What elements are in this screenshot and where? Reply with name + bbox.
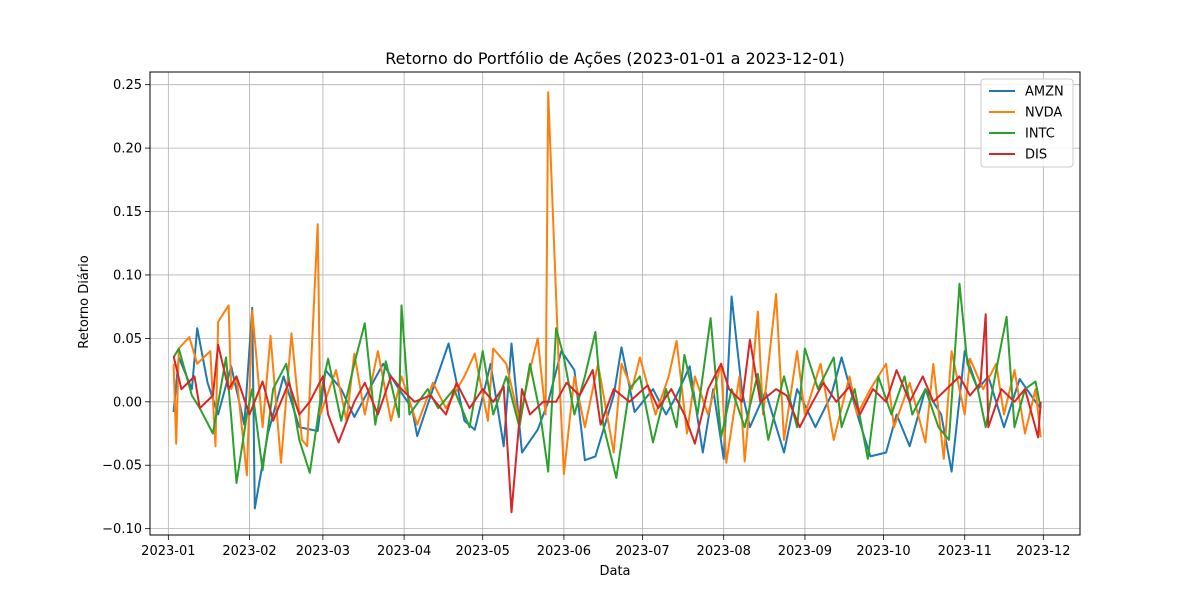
x-tick-label: 2023-07 (615, 544, 669, 559)
y-tick-label: 0.05 (113, 332, 142, 347)
series-layer (172, 91, 1042, 514)
x-tick-label: 2023-06 (537, 544, 591, 559)
y-tick-label: 0.10 (113, 268, 142, 283)
legend-label-amzn: AMZN (1025, 85, 1064, 100)
y-axis: −0.10 −0.05 0.00 0.05 0.10 0.15 0.20 0.25 (102, 78, 150, 537)
x-tick-label: 2023-04 (377, 544, 431, 559)
legend-label-nvda: NVDA (1025, 106, 1062, 121)
chart-title: Retorno do Portfólio de Ações (2023-01-0… (385, 49, 845, 68)
y-tick-label: 0.25 (113, 78, 142, 93)
legend-box (980, 78, 1074, 168)
legend-label-intc: INTC (1025, 127, 1055, 142)
series-line-dis (172, 313, 1042, 514)
legend: AMZN NVDA INTC DIS (980, 78, 1074, 168)
series-line-amzn (172, 295, 1042, 510)
plot-frame (149, 71, 1081, 536)
x-tick-label: 2023-01 (141, 544, 195, 559)
y-tick-label: 0.15 (113, 205, 142, 220)
y-axis-label: Retorno Diário (77, 255, 92, 348)
legend-label-dis: DIS (1025, 148, 1047, 163)
x-tick-label: 2023-09 (778, 544, 832, 559)
y-tick-label: 0.00 (113, 395, 142, 410)
x-axis: 2023-01 2023-02 2023-03 2023-04 2023-05 2023-… (141, 535, 1070, 559)
x-tick-label: 2023-03 (296, 544, 350, 559)
x-tick-label: 2023-02 (222, 544, 276, 559)
x-axis-label: Data (599, 564, 630, 579)
y-tick-label: 0.20 (113, 142, 142, 157)
x-tick-label: 2023-11 (938, 544, 992, 559)
grid (150, 72, 1080, 535)
x-tick-label: 2023-08 (697, 544, 751, 559)
x-tick-label: 2023-12 (1016, 544, 1070, 559)
y-tick-label: −0.05 (102, 459, 142, 474)
series-line-nvda (172, 91, 1042, 477)
x-tick-label: 2023-05 (456, 544, 510, 559)
x-tick-label: 2023-10 (856, 544, 910, 559)
y-tick-label: −0.10 (102, 522, 142, 537)
